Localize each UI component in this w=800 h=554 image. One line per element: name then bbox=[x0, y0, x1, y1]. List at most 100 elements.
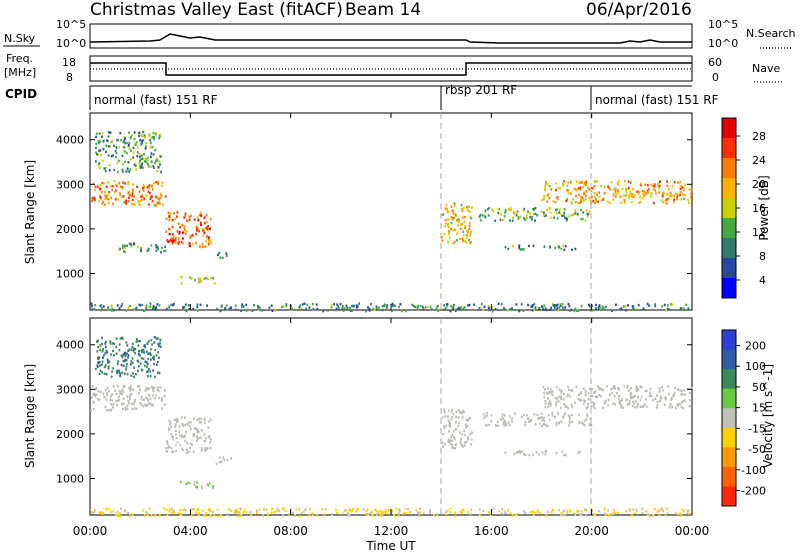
echo-cell bbox=[688, 405, 691, 408]
echo-cell bbox=[184, 232, 187, 235]
echo-cell bbox=[98, 199, 101, 203]
echo-cell bbox=[579, 513, 581, 516]
echo-cell bbox=[147, 249, 150, 252]
echo-cell bbox=[113, 168, 116, 172]
echo-cell bbox=[545, 308, 548, 312]
echo-cell bbox=[494, 424, 497, 427]
echo-cell bbox=[196, 305, 199, 309]
echo-cell bbox=[130, 245, 133, 248]
echo-cell bbox=[108, 169, 111, 172]
echo-cell bbox=[575, 385, 578, 388]
echo-cell bbox=[561, 302, 564, 306]
echo-cell bbox=[444, 442, 446, 446]
echo-cell bbox=[637, 396, 639, 399]
echo-cell bbox=[105, 409, 108, 412]
echo-cell bbox=[544, 402, 547, 406]
echo-cell bbox=[183, 435, 186, 438]
echo-cell bbox=[141, 142, 144, 145]
echo-cell bbox=[107, 154, 110, 157]
y-tick-label: 1000 bbox=[56, 267, 84, 280]
echo-cell bbox=[560, 395, 562, 398]
echo-cell bbox=[274, 309, 277, 312]
echo-cell bbox=[485, 424, 488, 427]
echo-cell bbox=[644, 397, 647, 401]
echo-cell bbox=[682, 307, 685, 310]
echo-cell bbox=[504, 419, 506, 423]
echo-cell bbox=[419, 507, 421, 510]
echo-cell bbox=[487, 214, 490, 217]
echo-cell bbox=[142, 398, 145, 401]
echo-cell bbox=[176, 215, 178, 218]
echo-cell bbox=[225, 254, 228, 257]
echo-cell bbox=[93, 392, 96, 395]
echo-cell bbox=[127, 180, 130, 184]
echo-cell bbox=[105, 197, 108, 200]
echo-cell bbox=[680, 198, 683, 201]
echo-cell bbox=[624, 180, 626, 183]
echo-cell bbox=[607, 200, 609, 204]
echo-cell bbox=[155, 159, 157, 162]
echo-cell bbox=[149, 353, 152, 356]
echo-cell bbox=[101, 350, 104, 353]
echo-cell bbox=[628, 400, 631, 403]
echo-cell bbox=[203, 433, 206, 436]
echo-cell bbox=[204, 447, 207, 450]
echo-cell bbox=[463, 216, 466, 219]
echo-cell bbox=[591, 187, 594, 190]
echo-cell bbox=[120, 402, 123, 405]
echo-cell bbox=[165, 508, 168, 511]
echo-cell bbox=[454, 204, 456, 207]
echo-cell bbox=[450, 418, 453, 421]
echo-cell bbox=[217, 253, 219, 257]
echo-cell bbox=[463, 306, 466, 309]
echo-cell bbox=[661, 195, 664, 198]
echo-cell bbox=[257, 308, 259, 311]
echo-cell bbox=[542, 423, 545, 426]
echo-cell bbox=[462, 239, 464, 242]
echo-cell bbox=[673, 194, 676, 198]
echo-cell bbox=[118, 398, 121, 401]
echo-cell bbox=[159, 386, 162, 389]
echo-cell bbox=[186, 442, 188, 445]
echo-cell bbox=[563, 208, 566, 211]
echo-cell bbox=[152, 369, 155, 372]
echo-cell bbox=[629, 509, 631, 512]
echo-cell bbox=[116, 514, 119, 517]
echo-cell bbox=[566, 217, 569, 220]
echo-cell bbox=[155, 354, 158, 357]
echo-cell bbox=[454, 437, 456, 441]
echo-cell bbox=[294, 308, 297, 311]
echo-cell bbox=[107, 135, 110, 138]
echo-cell bbox=[483, 305, 486, 308]
echo-cell bbox=[110, 185, 112, 188]
echo-cell bbox=[311, 512, 314, 515]
echo-cell bbox=[122, 364, 125, 367]
echo-cell bbox=[683, 186, 685, 190]
echo-cell bbox=[196, 303, 199, 306]
echo-cell bbox=[602, 197, 605, 200]
echo-cell bbox=[609, 188, 612, 191]
echo-cell bbox=[449, 309, 452, 313]
echo-cell bbox=[118, 343, 121, 346]
echo-cell bbox=[403, 511, 406, 515]
echo-cell bbox=[450, 227, 452, 231]
echo-cell bbox=[571, 420, 573, 423]
echo-cell bbox=[541, 424, 543, 428]
echo-cell bbox=[166, 450, 169, 453]
echo-cell bbox=[168, 305, 170, 308]
echo-cell bbox=[680, 389, 683, 392]
echo-cell bbox=[133, 142, 136, 146]
echo-cell bbox=[509, 308, 511, 311]
echo-cell bbox=[655, 192, 657, 195]
echo-cell bbox=[116, 404, 118, 407]
echo-cell bbox=[480, 302, 483, 306]
echo-cell bbox=[115, 352, 118, 355]
echo-cell bbox=[174, 423, 177, 426]
echo-cell bbox=[218, 251, 221, 255]
echo-cell bbox=[129, 242, 132, 245]
echo-cell bbox=[572, 512, 575, 515]
echo-cell bbox=[603, 507, 606, 510]
echo-cell bbox=[145, 194, 147, 197]
echo-cell bbox=[674, 512, 677, 515]
echo-cell bbox=[447, 509, 449, 512]
